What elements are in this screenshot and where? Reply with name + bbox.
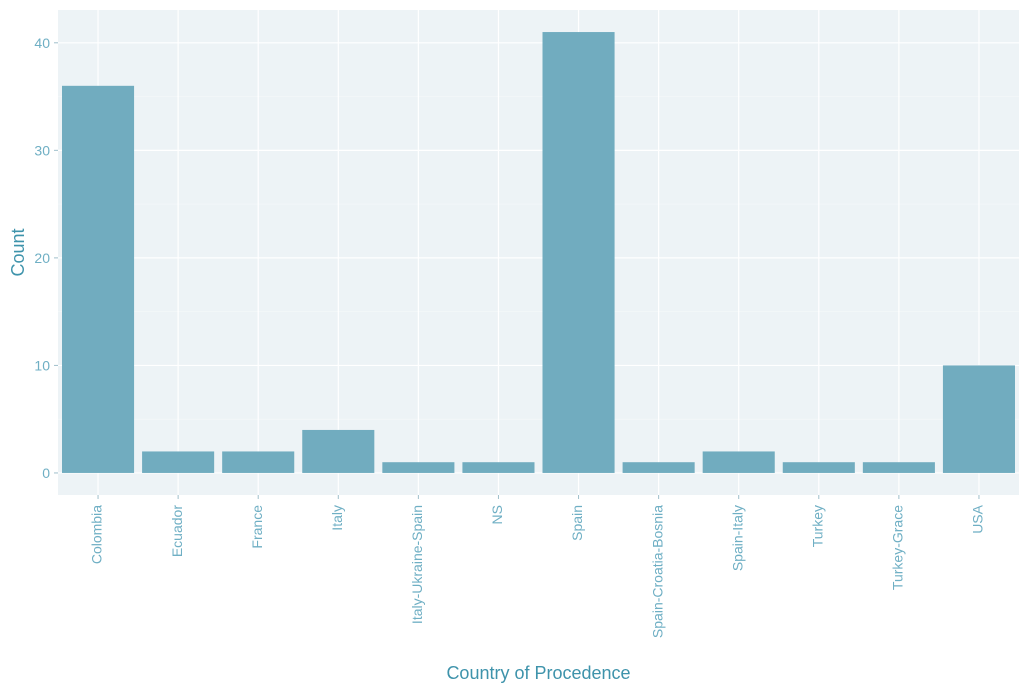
x-tick-label: Italy-Ukraine-Spain <box>409 505 425 624</box>
bar-ns <box>462 462 535 473</box>
y-tick-label: 20 <box>34 250 50 266</box>
bar-italy <box>302 429 375 473</box>
x-axis-title: Country of Procedence <box>446 663 630 683</box>
x-tick-label: Turkey-Grace <box>890 505 906 590</box>
x-tick-label: Colombia <box>89 505 105 564</box>
x-tick-label: Italy <box>329 505 345 531</box>
bars <box>62 32 1015 473</box>
y-tick-label: 40 <box>34 35 50 51</box>
x-tick-label: Spain-Croatia-Bosnia <box>649 505 665 638</box>
bar-france <box>222 451 295 473</box>
bar-spain-croatia-bosnia <box>622 462 695 473</box>
x-tick-label: Turkey <box>809 505 825 547</box>
axis-ticks <box>54 42 980 499</box>
y-axis-title: Count <box>8 228 28 276</box>
x-tick-label: NS <box>489 505 505 524</box>
bar-ecuador <box>142 451 215 473</box>
bar-spain-italy <box>702 451 775 473</box>
bar-colombia <box>62 85 135 473</box>
x-tick-label: France <box>249 505 265 549</box>
bar-usa <box>942 365 1015 473</box>
bar-turkey-grace <box>862 462 935 473</box>
x-tick-label: Spain <box>569 505 585 541</box>
bar-italy-ukraine-spain <box>382 462 455 473</box>
y-tick-label: 10 <box>34 357 50 373</box>
x-tick-label: USA <box>970 504 986 533</box>
tick-labels: 0 10 20 30 40 Colombia Ecuador France Italy Italy… <box>34 35 985 638</box>
bar-spain <box>542 32 615 473</box>
grid-lines <box>58 10 1019 495</box>
y-tick-label: 30 <box>34 142 50 158</box>
x-tick-label: Spain-Italy <box>729 505 745 571</box>
plot-panel <box>58 10 1019 495</box>
x-tick-label: Ecuador <box>169 505 185 557</box>
bar-turkey <box>782 462 855 473</box>
y-tick-label: 0 <box>42 465 50 481</box>
